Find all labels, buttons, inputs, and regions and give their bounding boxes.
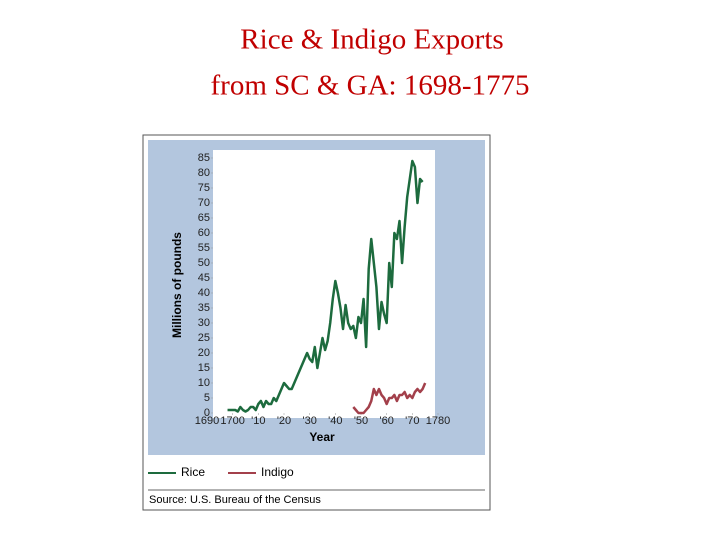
chart-title: Rice & Indigo Exports — [240, 24, 503, 56]
y-tick-label: 50 — [198, 257, 210, 269]
y-tick-label: 85 — [198, 152, 210, 164]
legend-label: Indigo — [261, 465, 294, 479]
line-series — [227, 159, 424, 413]
line-series — [352, 382, 427, 415]
y-tick-label: 55 — [198, 242, 210, 254]
x-tick-label: '30 — [302, 415, 316, 427]
y-tick-label: 20 — [198, 347, 210, 359]
y-tick-label: 35 — [198, 302, 210, 314]
x-tick-label: 1690 — [195, 415, 219, 427]
y-tick-label: 30 — [198, 317, 210, 329]
y-tick-label: 5 — [204, 392, 210, 404]
legend-label: Rice — [181, 465, 205, 479]
x-axis-label: Year — [309, 430, 335, 444]
x-tick-label: '40 — [328, 415, 342, 427]
y-tick-label: 40 — [198, 287, 210, 299]
y-tick-label: 75 — [198, 182, 210, 194]
x-tick-label: '20 — [277, 415, 291, 427]
y-tick-label: 10 — [198, 377, 210, 389]
y-tick-label: 0 — [204, 407, 210, 419]
y-tick-label: 80 — [198, 167, 210, 179]
y-tick-label: 60 — [198, 227, 210, 239]
y-tick-label: 45 — [198, 272, 210, 284]
x-tick-label: '50 — [354, 415, 368, 427]
x-tick-label: 1780 — [426, 415, 450, 427]
x-tick-label: '10 — [251, 415, 265, 427]
x-tick-label: '60 — [379, 415, 393, 427]
y-tick-label: 65 — [198, 212, 210, 224]
x-tick-label: 1700 — [220, 415, 244, 427]
chart-subtitle: from SC & GA: 1698-1775 — [211, 70, 530, 102]
y-axis-label: Millions of pounds — [170, 232, 184, 338]
x-tick-label: '70 — [405, 415, 419, 427]
source-note: Source: U.S. Bureau of the Census — [149, 494, 321, 506]
plot-area — [213, 150, 435, 418]
y-tick-label: 15 — [198, 362, 210, 374]
y-tick-label: 70 — [198, 197, 210, 209]
y-tick-label: 25 — [198, 332, 210, 344]
